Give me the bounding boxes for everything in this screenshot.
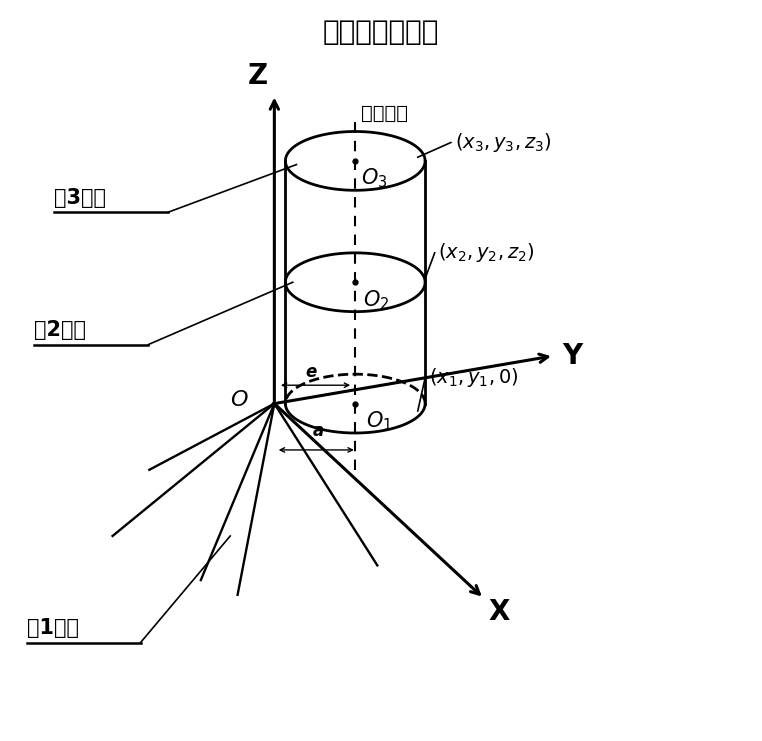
Text: 第1截面: 第1截面 <box>27 618 78 638</box>
Text: e: e <box>306 363 317 381</box>
Text: $(x_3,y_3,z_3)$: $(x_3,y_3,z_3)$ <box>455 131 551 154</box>
Text: Y: Y <box>562 342 582 370</box>
Text: 第2截面: 第2截面 <box>34 320 86 340</box>
Text: $O$: $O$ <box>230 390 248 410</box>
Text: $O_1$: $O_1$ <box>367 410 392 433</box>
Text: $O_2$: $O_2$ <box>363 288 389 312</box>
Text: 桥壳轴线: 桥壳轴线 <box>361 104 408 122</box>
Text: 传感器进给方向: 传感器进给方向 <box>323 19 439 46</box>
Text: Z: Z <box>248 62 268 90</box>
Text: $(x_1,y_1,0)$: $(x_1,y_1,0)$ <box>429 366 518 389</box>
Text: X: X <box>488 598 509 625</box>
Text: $(x_2,y_2,z_2)$: $(x_2,y_2,z_2)$ <box>438 242 535 265</box>
Text: 第3截面: 第3截面 <box>54 188 106 208</box>
Text: $O_3$: $O_3$ <box>361 167 388 190</box>
Text: a: a <box>313 422 324 440</box>
